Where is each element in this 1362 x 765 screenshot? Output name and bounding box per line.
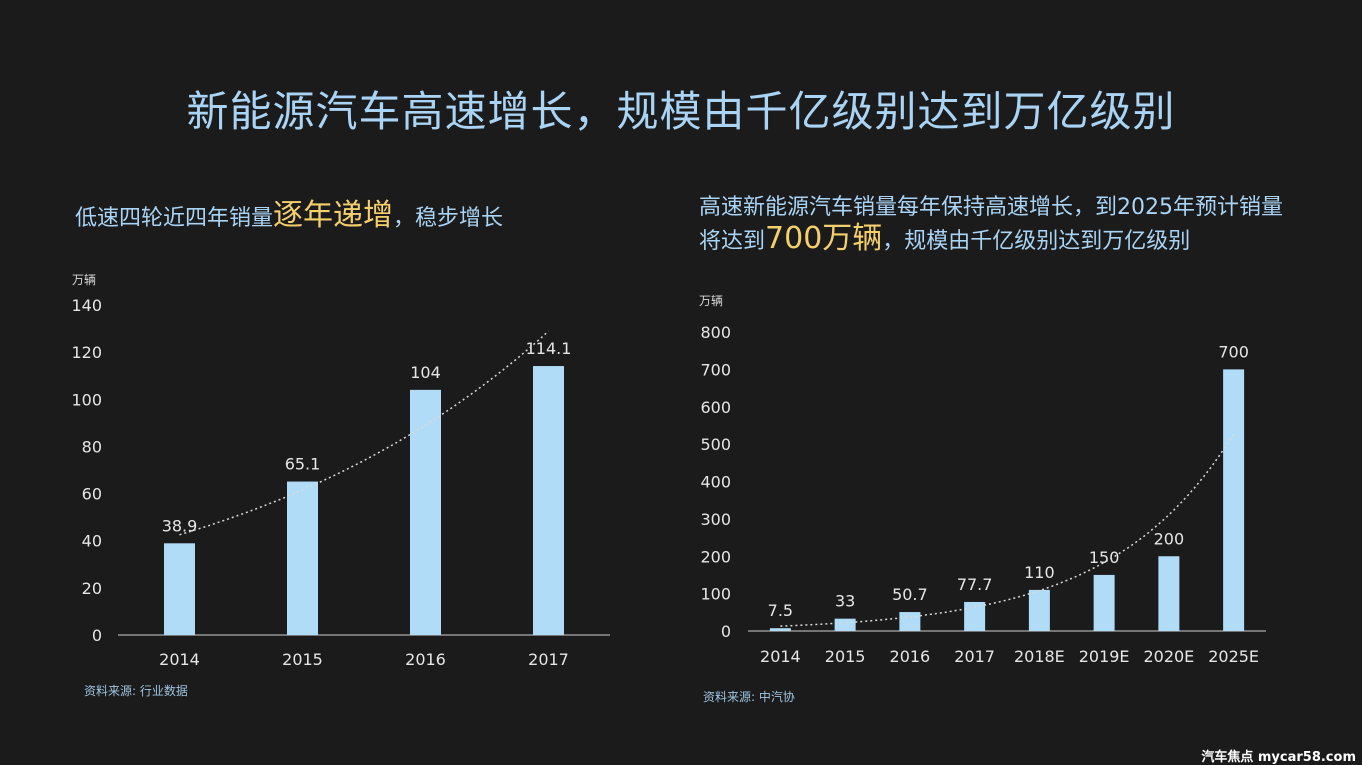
data-label: 104 bbox=[410, 363, 441, 382]
bar bbox=[287, 481, 318, 635]
y-tick-label: 120 bbox=[71, 343, 102, 362]
y-tick-label: 300 bbox=[700, 510, 731, 529]
y-tick-label: 400 bbox=[700, 473, 731, 492]
data-label: 700 bbox=[1218, 342, 1249, 361]
trendline bbox=[179, 330, 550, 536]
x-tick-label: 2019E bbox=[1079, 647, 1130, 666]
bar bbox=[1223, 369, 1245, 631]
y-tick-label: 40 bbox=[82, 532, 102, 551]
y-tick-label: 140 bbox=[71, 296, 102, 315]
left-subtitle-text: 低速四轮近四年销量 bbox=[75, 206, 274, 231]
left-y-unit: 万辆 bbox=[72, 273, 97, 287]
x-tick-label: 2016 bbox=[405, 650, 446, 669]
y-tick-label: 80 bbox=[82, 437, 102, 456]
data-label: 7.5 bbox=[768, 601, 793, 620]
bar bbox=[834, 618, 856, 631]
data-label: 65.1 bbox=[285, 455, 321, 474]
data-label: 114.1 bbox=[526, 339, 572, 358]
x-tick-label: 2015 bbox=[825, 647, 866, 666]
bar bbox=[1028, 589, 1050, 631]
bar bbox=[964, 601, 986, 631]
right-subtitle-tail: ，规模由千亿级别达到万亿级别 bbox=[882, 229, 1191, 254]
bar bbox=[769, 628, 791, 631]
x-tick-label: 2025E bbox=[1208, 647, 1259, 666]
y-tick-label: 100 bbox=[71, 390, 102, 409]
x-tick-label: 2014 bbox=[159, 650, 200, 669]
x-tick-label: 2018E bbox=[1014, 647, 1065, 666]
data-label: 77.7 bbox=[957, 575, 993, 594]
x-tick-label: 2015 bbox=[282, 650, 323, 669]
right-source-note: 资料来源: 中汽协 bbox=[703, 690, 795, 704]
bar bbox=[899, 612, 921, 631]
y-tick-label: 800 bbox=[700, 323, 731, 342]
y-tick-label: 200 bbox=[700, 547, 731, 566]
x-tick-label: 2017 bbox=[528, 650, 569, 669]
left-source-note: 资料来源: 行业数据 bbox=[84, 684, 188, 698]
left-subtitle-highlight: 逐年递增 bbox=[273, 198, 394, 233]
data-label: 200 bbox=[1154, 529, 1185, 548]
bar bbox=[533, 366, 564, 635]
bar bbox=[164, 543, 195, 635]
y-tick-label: 600 bbox=[700, 398, 731, 417]
right-subtitle-highlight: 700万辆 bbox=[765, 221, 883, 256]
left-chart-subtitle: 低速四轮近四年销量逐年递增，稳步增长 bbox=[75, 200, 503, 234]
data-label: 38.9 bbox=[162, 516, 198, 535]
bar bbox=[1158, 556, 1180, 631]
x-tick-label: 2017 bbox=[954, 647, 995, 666]
y-tick-label: 0 bbox=[721, 622, 731, 641]
left-bar-chart: 0 20 40 60 80 100 120 140 38.9 2014 65.1 2015 104 201… bbox=[71, 296, 610, 669]
left-subtitle-tail: ，稳步增长 bbox=[393, 206, 504, 231]
right-chart-subtitle: 高速新能源汽车销量每年保持高速增长，到2025年预计销量将达到700万辆，规模由… bbox=[699, 192, 1289, 257]
y-tick-label: 0 bbox=[92, 626, 102, 645]
y-tick-label: 60 bbox=[82, 485, 102, 504]
trendline bbox=[780, 433, 1235, 627]
bar bbox=[1093, 574, 1115, 631]
x-tick-label: 2016 bbox=[890, 647, 931, 666]
right-bar-chart: 0 100 200 300 400 500 600 700 800 7.5 2014 33 2015 50… bbox=[700, 323, 1266, 666]
data-label: 50.7 bbox=[892, 585, 928, 604]
data-label: 110 bbox=[1024, 563, 1055, 582]
page-title: 新能源汽车高速增长，规模由千亿级别达到万亿级别 bbox=[186, 87, 1176, 136]
data-label: 33 bbox=[835, 592, 855, 611]
bar bbox=[410, 389, 441, 635]
data-label: 150 bbox=[1089, 548, 1120, 567]
right-subtitle-text: 高速新能源汽车销量每年保持高速增长，到2025年预计销量将达到 bbox=[699, 195, 1283, 254]
y-tick-label: 700 bbox=[700, 360, 731, 379]
x-tick-label: 2014 bbox=[760, 647, 801, 666]
y-tick-label: 20 bbox=[82, 579, 102, 598]
x-tick-label: 2020E bbox=[1143, 647, 1194, 666]
y-tick-label: 500 bbox=[700, 435, 731, 454]
brand-watermark: 汽车焦点 mycar58.com bbox=[1201, 750, 1356, 765]
y-tick-label: 100 bbox=[700, 585, 731, 604]
right-y-unit: 万辆 bbox=[699, 294, 724, 308]
